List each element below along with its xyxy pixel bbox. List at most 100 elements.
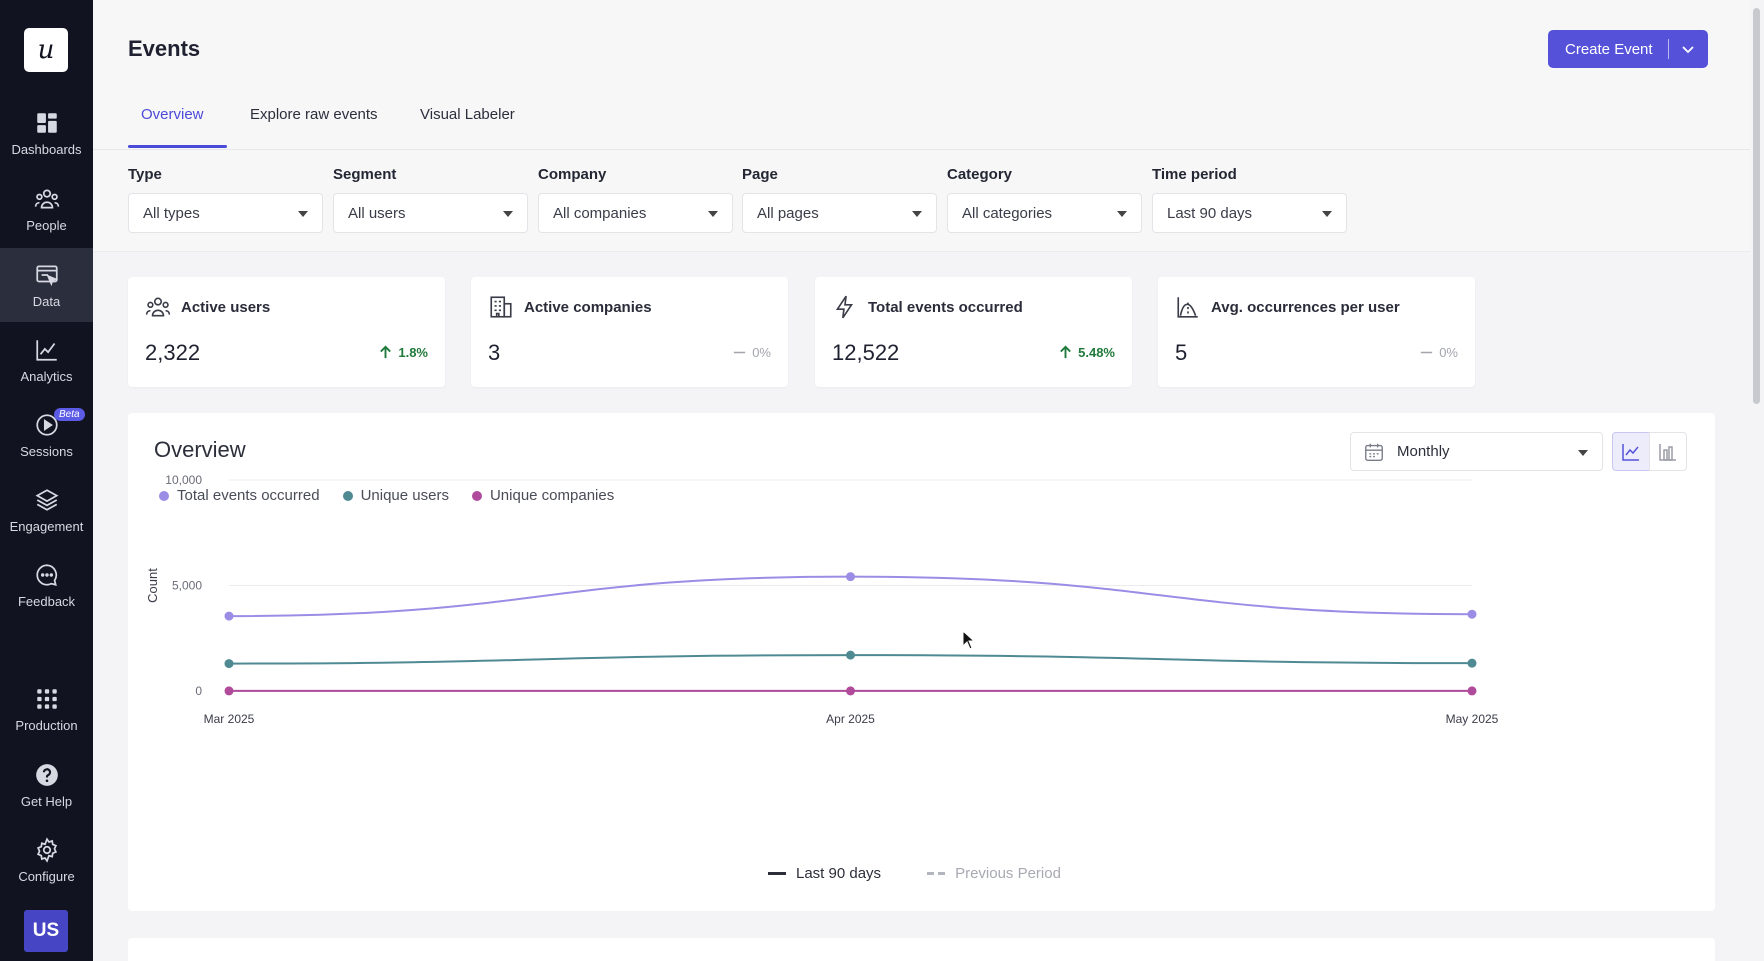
stat-change-value: 0% [1439,345,1458,360]
sidebar-item-label: Sessions [20,443,73,459]
stat-label: Avg. occurrences per user [1211,298,1400,316]
sidebar-item-label: Get Help [20,793,73,809]
data-point [224,659,234,669]
bar-chart-icon [1659,443,1676,461]
scrollbar-thumb[interactable] [1753,8,1760,404]
tab-explore-raw-events[interactable]: Explore raw events [250,106,378,123]
create-event-button[interactable]: Create Event [1548,30,1708,68]
chevron-down-icon[interactable] [1678,39,1698,59]
sidebar-item-sessions[interactable]: Sessions Beta [0,398,93,472]
stat-value: 3 [488,340,501,365]
filter-label: Category [947,166,1013,183]
sidebar-item-label: Feedback [17,593,76,609]
legend-dot [159,490,169,501]
page-select[interactable]: All pages [742,193,937,233]
scrollbar[interactable] [1750,0,1764,961]
filter-category: Category All categories [947,166,1142,233]
select-value: All users [348,204,406,222]
filter-company: Company All companies [538,166,733,233]
sidebar-item-label: Production [15,717,78,733]
dash-icon [734,351,746,354]
sidebar-item-get-help[interactable]: Get Help [0,748,93,822]
bar-chart-toggle[interactable] [1649,432,1687,471]
caret-down-icon [298,211,308,217]
stat-change-value: 0% [752,345,771,360]
dash-icon [1421,351,1433,354]
sidebar: u Dashboards People Data Analytics Sessi… [0,0,93,961]
stat-change: 5.48% [1058,345,1115,360]
sidebar-item-production[interactable]: Production [0,672,93,746]
tab-overview[interactable]: Overview [141,106,204,123]
granularity-select[interactable]: Monthly [1350,432,1603,471]
calendar-icon [1365,443,1383,461]
category-select[interactable]: All categories [947,193,1142,233]
legend-label: Total events occurred [177,487,320,504]
stat-change-value: 5.48% [1078,345,1115,360]
segment-select[interactable]: All users [333,193,528,233]
beta-badge: Beta [54,408,85,421]
caret-down-icon [503,211,513,217]
stat-value: 12,522 [832,340,900,365]
sidebar-item-label: Analytics [20,368,73,384]
page-header: Events Create Event Overview Explore raw… [93,0,1764,252]
sidebar-item-label: Dashboards [11,141,82,157]
stat-card-total-events: Total events occurred 12,522 5.48% [815,277,1132,387]
y-tick-label: 10,000 [165,473,202,487]
data-point [846,572,855,582]
legend-item[interactable]: Total events occurred [159,487,320,504]
data-point [224,611,234,621]
stat-change: 0% [732,345,771,360]
stat-label: Active users [181,298,271,316]
select-value: All types [143,204,200,222]
legend-previous-period[interactable]: Previous Period [927,865,1061,882]
data-point [224,686,234,696]
curve-icon [1177,297,1198,318]
users-icon [145,297,171,317]
chart-legend: Total events occurred Unique users Uniqu… [159,487,637,504]
sidebar-item-data[interactable]: Data [0,248,93,322]
stat-header: Active users [145,294,270,320]
sidebar-item-label: Engagement [9,518,84,534]
tab-visual-labeler[interactable]: Visual Labeler [420,106,515,123]
stat-value: 2,322 [145,340,201,365]
stat-header: Active companies [488,294,652,320]
legend-dot [471,490,482,501]
production-icon [36,688,57,709]
stat-label: Total events occurred [868,298,1023,316]
caret-down-icon [1578,450,1588,456]
select-value: All pages [757,204,819,222]
legend-current-period[interactable]: Last 90 days [768,865,881,882]
sidebar-item-feedback[interactable]: Feedback [0,548,93,622]
filter-page: Page All pages [742,166,937,233]
x-tick-label: May 2025 [1446,712,1499,726]
legend-label: Unique companies [489,487,615,504]
caret-down-icon [1117,211,1127,217]
legend-item[interactable]: Unique users [342,487,449,504]
series-line [228,575,1473,618]
avatar[interactable]: US [24,910,68,952]
stat-header: Avg. occurrences per user [1175,294,1400,320]
sidebar-item-engagement[interactable]: Engagement [0,473,93,547]
period-legend: Last 90 days Previous Period [768,865,1107,882]
filter-type: Type All types [128,166,323,233]
time-period-select[interactable]: Last 90 days [1152,193,1347,233]
stat-card-active-users: Active users 2,322 1.8% [128,277,445,387]
company-select[interactable]: All companies [538,193,733,233]
legend-label: Last 90 days [796,865,882,882]
help-icon [35,763,58,786]
sidebar-item-analytics[interactable]: Analytics [0,323,93,397]
legend-line [768,872,786,875]
sidebar-item-configure[interactable]: Configure [0,823,93,897]
sidebar-item-label: Data [32,293,61,309]
gear-icon [36,836,57,863]
logo[interactable]: u [24,28,68,72]
line-chart-toggle[interactable] [1612,432,1650,471]
filter-label: Page [742,166,778,183]
type-select[interactable]: All types [128,193,323,233]
sidebar-item-people[interactable]: People [0,172,93,246]
legend-item[interactable]: Unique companies [471,487,615,504]
sidebar-item-dashboards[interactable]: Dashboards [0,96,93,170]
data-point [1467,686,1477,696]
select-value: All companies [553,204,647,222]
button-divider [1668,39,1669,59]
